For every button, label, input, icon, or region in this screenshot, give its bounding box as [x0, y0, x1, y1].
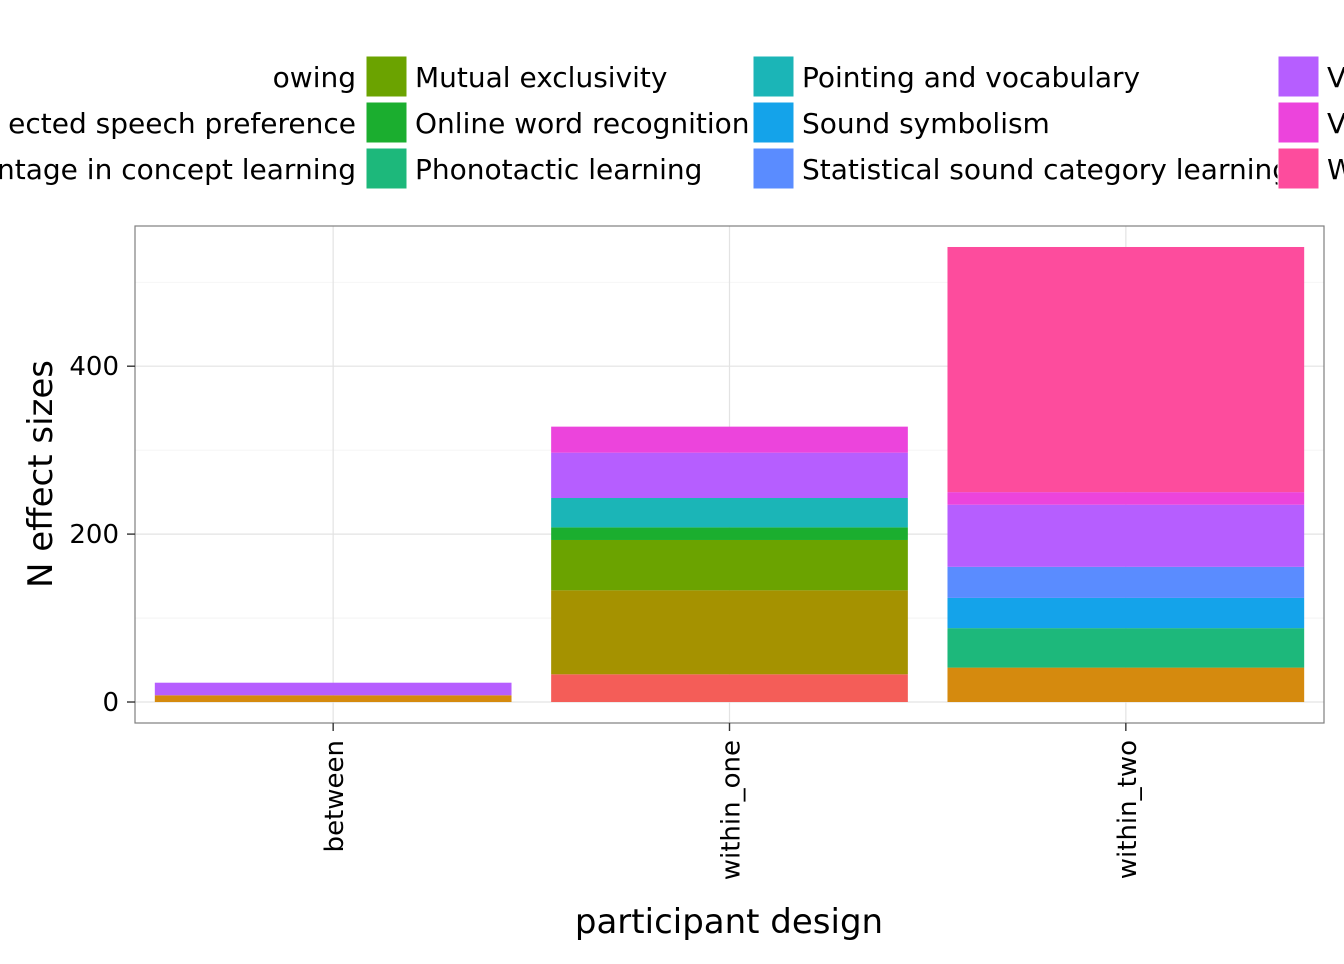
bar-segment [947, 492, 1305, 505]
bar-segment [947, 667, 1305, 703]
legend-label: Phonotactic learning [415, 153, 702, 186]
legend-label: ected speech preference [8, 107, 356, 140]
bar-segment [947, 628, 1305, 668]
legend-label: Sound symbolism [802, 107, 1050, 140]
x-axis-title: participant design [575, 902, 883, 942]
bar-segment [551, 498, 908, 528]
bar-segment [947, 246, 1305, 493]
legend-label: V [1327, 61, 1344, 94]
legend-key [365, 101, 408, 144]
legend-label: W [1327, 153, 1344, 186]
x-tick-label: within_one [717, 740, 747, 880]
legend-label: antage in concept learning [0, 153, 356, 186]
legend-label: Mutual exclusivity [415, 61, 667, 94]
y-axis-title: N effect sizes [21, 360, 61, 588]
legend-label: owing [273, 61, 356, 94]
legend-key [365, 147, 408, 190]
x-tick-label: within_two [1113, 740, 1143, 879]
y-tick-label: 0 [102, 688, 119, 718]
bar-segment [947, 597, 1305, 629]
bar-segment [154, 695, 512, 703]
legend-key [752, 101, 795, 144]
bar-segment [947, 566, 1305, 598]
bar-segment [551, 539, 908, 591]
bar-segment [154, 682, 512, 696]
y-tick-label: 400 [69, 352, 119, 382]
bar-segment [551, 452, 908, 499]
y-tick-label: 200 [69, 520, 119, 550]
bar-segment [551, 426, 908, 453]
legend-label: Statistical sound category learning [802, 153, 1290, 186]
bar-segment [947, 504, 1305, 567]
bar-segment [551, 590, 908, 675]
legend-key [752, 55, 795, 98]
legend-key [1277, 101, 1320, 144]
axes: 0 200 400 between within_one within_two [69, 352, 1142, 880]
legend-label: Online word recognition [415, 107, 750, 140]
legend-key [752, 147, 795, 190]
legend-key [1277, 55, 1320, 98]
legend-label: V [1327, 107, 1344, 140]
bars [154, 246, 1305, 703]
legend-key [1277, 147, 1320, 190]
x-tick-label: between [320, 740, 350, 852]
bar-segment [551, 674, 908, 703]
bar-segment [551, 527, 908, 540]
legend-label: Pointing and vocabulary [802, 61, 1140, 94]
legend: owing ected speech preference antage in co… [0, 55, 1344, 190]
legend-key [365, 55, 408, 98]
